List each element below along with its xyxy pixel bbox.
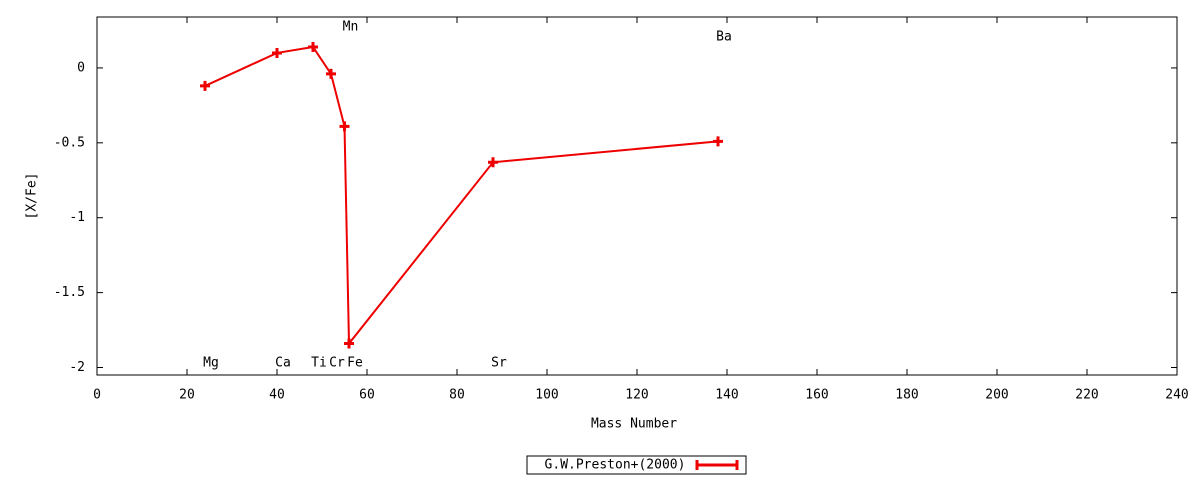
point-label: Mg: [203, 356, 219, 371]
x-tick-label: 220: [1075, 388, 1098, 403]
y-tick-label: -2: [69, 360, 85, 375]
x-axis-label: Mass Number: [591, 417, 677, 432]
y-axis-label: [X/Fe]: [25, 173, 40, 220]
legend-label: G.W.Preston+(2000): [545, 458, 686, 473]
x-tick-label: 40: [269, 388, 285, 403]
legend-box: [526, 455, 747, 475]
y-tick-label: -1.5: [54, 285, 85, 300]
marker: [272, 47, 282, 58]
x-tick-label: 180: [895, 388, 918, 403]
y-tick-label: 0: [77, 60, 85, 75]
point-label: Fe: [347, 356, 363, 371]
marker: [344, 338, 354, 349]
x-tick-label: 0: [93, 388, 101, 403]
marker: [326, 68, 336, 79]
series-line: [204, 45, 719, 347]
point-label: Cr: [329, 356, 345, 371]
x-tick-label: 120: [625, 388, 648, 403]
x-tick-label: 200: [985, 388, 1008, 403]
legend-marker: [695, 460, 739, 470]
plot-frame: [96, 16, 1178, 376]
x-tick-label: 140: [715, 388, 738, 403]
point-label: Mn: [343, 20, 359, 35]
marker: [308, 41, 318, 52]
x-tick-label: 60: [359, 388, 375, 403]
point-label: Ti: [311, 356, 327, 371]
marker: [713, 136, 723, 147]
x-tick-label: 80: [449, 388, 465, 403]
x-tick-label: 240: [1165, 388, 1188, 403]
x-tick-label: 160: [805, 388, 828, 403]
point-label: Sr: [491, 356, 507, 371]
x-tick-label: 100: [535, 388, 558, 403]
point-label: Ba: [716, 30, 732, 45]
y-tick-label: -1: [69, 210, 85, 225]
marker: [200, 80, 210, 91]
point-label: Ca: [275, 356, 291, 371]
marker: [339, 121, 350, 132]
marker: [488, 157, 498, 168]
x-tick-label: 20: [179, 388, 195, 403]
y-tick-label: -0.5: [54, 135, 85, 150]
